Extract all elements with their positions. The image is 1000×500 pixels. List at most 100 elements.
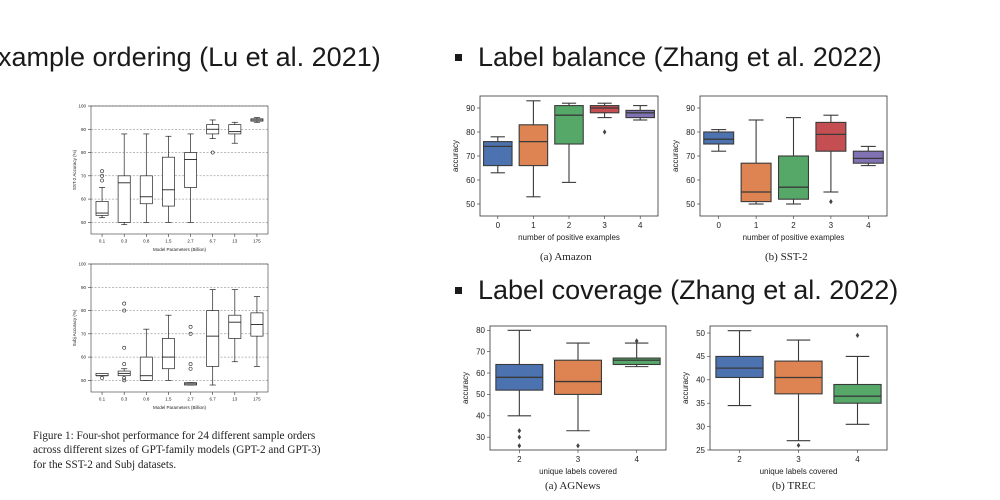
box-3 [553, 342, 603, 449]
chart-agnews: 30 40 50 60 70 80 2 3 4 unique labels covered accu… [461, 325, 667, 476]
y-axis-label: accuracy [461, 372, 470, 404]
box-body [833, 383, 882, 404]
y-tick-label: 80 [466, 128, 475, 137]
box-0.3 [117, 133, 131, 226]
y-tick-label: 60 [686, 176, 695, 185]
flier-point [122, 376, 127, 380]
x-tick-label: 2 [791, 221, 796, 230]
flier-point [188, 366, 193, 371]
flier-point [100, 376, 104, 380]
flier-point [122, 301, 127, 306]
box-body [740, 162, 772, 203]
bullet-label-coverage [455, 287, 462, 294]
y-tick-label: 50 [476, 390, 485, 399]
y-tick-label: 50 [81, 378, 87, 383]
y-tick-label: 40 [696, 376, 705, 385]
x-axis-label: Model Parameters (Billion) [153, 247, 207, 252]
flier-point [829, 199, 833, 205]
box-body [553, 359, 603, 395]
x-tick-label: 0 [496, 221, 501, 230]
box-body [228, 314, 242, 339]
y-tick-label: 50 [466, 200, 475, 209]
x-tick-label: 13 [232, 397, 238, 402]
box-body [815, 121, 847, 152]
box-1 [740, 119, 772, 205]
box-1.5 [162, 135, 175, 223]
y-tick-label: 80 [686, 128, 695, 137]
box-4 [852, 145, 884, 167]
bullet-label-balance [455, 54, 462, 61]
y-tick-label: 100 [78, 104, 86, 109]
x-tick-label: 4 [638, 221, 643, 230]
x-tick-label: 1.5 [165, 239, 172, 244]
flier-point [100, 169, 104, 174]
x-tick-label: 2 [567, 221, 572, 230]
box-body [554, 105, 584, 145]
y-tick-label: 70 [81, 173, 87, 178]
box-3 [589, 102, 620, 135]
box-6.7 [206, 119, 220, 155]
box-body [206, 310, 220, 367]
x-tick-label: 2.7 [187, 239, 194, 244]
flier-point [796, 442, 801, 448]
y-tick-label: 70 [81, 331, 87, 336]
x-axis-label: Model Parameters (Billion) [153, 405, 207, 410]
y-tick-label: 50 [686, 200, 695, 209]
x-tick-label: 0.8 [143, 239, 150, 244]
x-tick-label: 3 [796, 455, 801, 464]
box-2.7 [184, 133, 197, 223]
y-tick-label: 60 [476, 369, 485, 378]
box-1 [518, 100, 549, 198]
y-tick-label: 90 [81, 127, 87, 132]
x-tick-label: 2.7 [187, 397, 194, 402]
flier-point [188, 362, 193, 366]
y-tick-label: 30 [476, 433, 485, 442]
box-4 [612, 338, 661, 368]
y-tick-label: 60 [81, 197, 87, 202]
x-tick-label: 0.1 [99, 397, 106, 402]
box-2 [715, 330, 764, 407]
caption-amazon: (a) Amazon [540, 251, 592, 263]
flier-point [517, 434, 522, 440]
y-axis-label: accuracy [451, 140, 460, 172]
box-3 [815, 114, 847, 205]
box-1.5 [162, 314, 175, 381]
flier-point [855, 332, 860, 338]
flier-point [100, 178, 104, 183]
box-6.7 [206, 289, 220, 386]
y-tick-label: 30 [696, 422, 705, 431]
y-tick-label: 80 [476, 326, 485, 335]
x-axis-label: unique labels covered [539, 467, 617, 476]
x-tick-label: 2 [517, 455, 522, 464]
chart-subj_size: 50 60 70 80 90 100 0.1 0.3 0.8 1.5 2.7 6.7 13 175 Mode… [72, 262, 269, 410]
y-axis-label: SST-2 Accuracy (%) [72, 149, 77, 190]
box-0.8 [139, 328, 153, 381]
box-0.3 [117, 301, 131, 383]
y-tick-label: 80 [81, 308, 87, 313]
x-tick-label: 0 [716, 221, 721, 230]
x-tick-label: 1 [531, 221, 536, 230]
chart-sst2_size: 50 60 70 80 90 100 0.1 0.3 0.8 1.5 2.7 6.7 13 175 Mode… [72, 104, 269, 252]
x-tick-label: 13 [232, 239, 238, 244]
y-tick-label: 60 [466, 176, 475, 185]
box-body [715, 355, 764, 379]
box-body [589, 105, 620, 114]
box-body [162, 156, 175, 207]
plot-frame [90, 105, 269, 235]
chart-amazon: 50 60 70 80 90 0 1 2 3 4 number of positive exampl… [451, 95, 659, 242]
box-body [612, 357, 661, 366]
chart-trec: 25 30 35 40 45 50 2 3 4 unique labels covered accu… [681, 325, 888, 476]
x-tick-label: 3 [602, 221, 607, 230]
x-axis-label: number of positive examples [518, 233, 620, 242]
x-tick-label: 1 [754, 221, 759, 230]
box-4 [833, 332, 882, 425]
box-2 [554, 102, 584, 183]
box-body [518, 124, 549, 167]
box-0.1 [95, 373, 109, 380]
x-tick-label: 0.8 [143, 397, 150, 402]
flier-point [122, 345, 127, 350]
x-tick-label: 0.3 [121, 397, 128, 402]
x-tick-label: 0.3 [121, 239, 128, 244]
flier-point [188, 331, 193, 336]
box-0.8 [139, 133, 153, 223]
